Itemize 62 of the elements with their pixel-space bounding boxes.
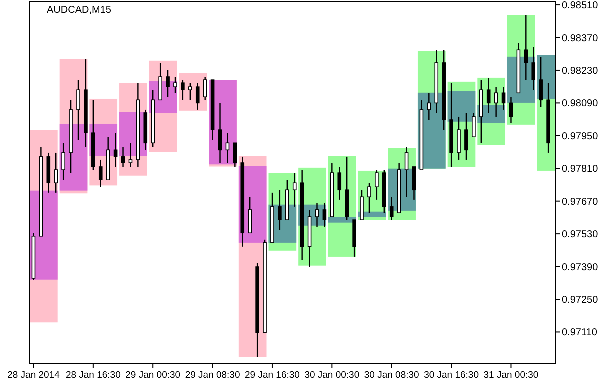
- x-tick-label: 28 Jan 16:30: [66, 370, 121, 381]
- candlestick: [248, 196, 252, 234]
- candlestick: [174, 76, 178, 94]
- y-tick-label: 0.97530: [562, 230, 599, 241]
- x-tick-label: 29 Jan 16:30: [245, 370, 300, 381]
- candlestick: [315, 202, 320, 228]
- candlestick: [375, 169, 379, 201]
- candlestick: [457, 116, 461, 161]
- candlestick: [524, 14, 528, 81]
- candlestick: [188, 82, 192, 101]
- y-tick-label: 0.98090: [562, 98, 599, 110]
- candlestick: [502, 86, 506, 111]
- candlestick: [62, 142, 66, 181]
- candlestick: [98, 159, 103, 188]
- candlestick: [218, 102, 222, 164]
- candlestick: [368, 182, 372, 214]
- candlestick: [427, 92, 432, 121]
- candlestick: [121, 146, 126, 168]
- candlestick: [54, 152, 58, 194]
- y-tick-label: 0.98230: [562, 66, 599, 77]
- candlestick: [76, 79, 80, 141]
- candlestick: [532, 46, 536, 91]
- candlestick: [338, 166, 342, 201]
- bar: [448, 91, 476, 122]
- candlestick: [181, 79, 185, 101]
- y-tick-label: 0.97670: [562, 196, 599, 208]
- candlestick: [464, 112, 468, 161]
- x-tick-label: 29 Jan 08:30: [185, 370, 240, 381]
- x-tick-label: 30 Jan 08:30: [364, 370, 420, 381]
- candlestick: [509, 96, 514, 124]
- candlestick: [226, 132, 230, 164]
- y-tick-label: 0.97250: [562, 295, 599, 306]
- y-tick-label: 0.97390: [562, 262, 599, 274]
- chart-title: AUDCAD,M15: [47, 5, 112, 16]
- y-tick-label: 0.97810: [562, 164, 599, 176]
- y-tick-label: 0.98510: [562, 0, 599, 12]
- candlestick: [412, 166, 416, 201]
- candlestick: [486, 78, 491, 114]
- x-tick-label: 30 Jan 16:30: [424, 370, 480, 381]
- candlestick: [292, 172, 297, 208]
- candlestick: [322, 202, 327, 228]
- candlestick: [472, 112, 476, 138]
- candlestick: [196, 82, 200, 111]
- candlestick: [166, 69, 170, 98]
- y-tick-label: 0.97110: [562, 328, 598, 339]
- candlestick: [404, 146, 409, 198]
- x-tick-label: 31 Jan 00:30: [484, 370, 539, 381]
- y-tick-label: 0.97950: [562, 131, 599, 142]
- candlestick: [278, 190, 282, 231]
- x-tick-label: 28 Jan 2014: [8, 370, 60, 381]
- candlestick: [233, 142, 238, 168]
- candlestick: [203, 76, 208, 101]
- x-tick-label: 29 Jan 00:30: [126, 370, 181, 381]
- candlestick: [114, 132, 118, 168]
- x-tick-label: 30 Jan 00:30: [304, 370, 360, 381]
- candlestick: [158, 62, 162, 101]
- candlestick: [539, 56, 543, 108]
- candlestick: [494, 86, 498, 118]
- candlestick: [390, 196, 394, 221]
- y-tick-label: 0.98370: [562, 33, 599, 44]
- candlestick: [360, 190, 364, 221]
- candlestick: [128, 142, 133, 168]
